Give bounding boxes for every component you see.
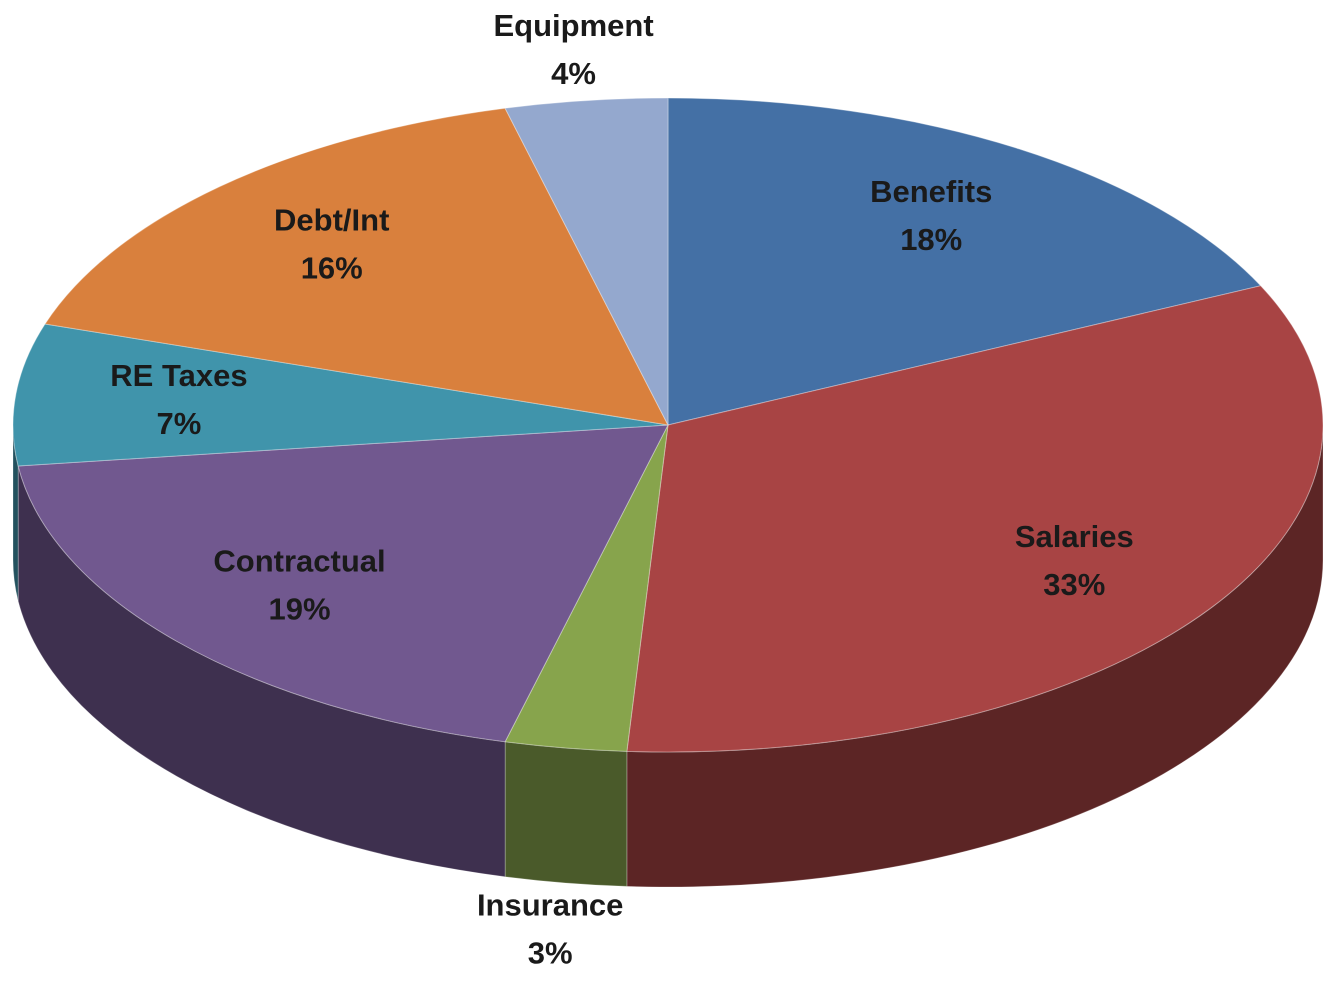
slice [44, 107, 669, 426]
slice-label: Contractual [213, 543, 385, 578]
slice-value-label: 3% [528, 936, 573, 971]
slice [504, 97, 669, 426]
slice-value-label: 7% [157, 406, 202, 441]
slice-value-label: 4% [551, 56, 596, 91]
slice-label: Salaries [1015, 519, 1134, 554]
slice [12, 323, 669, 467]
slice [504, 424, 669, 752]
slice-label: Benefits [870, 174, 992, 209]
slice [626, 285, 1323, 753]
slice-value-label: 33% [1043, 567, 1105, 602]
slice-side [504, 741, 628, 887]
slice-value-label: 19% [268, 591, 330, 626]
slice-label: Debt/Int [274, 202, 389, 237]
slice [667, 97, 1262, 426]
slice-label: Equipment [494, 8, 654, 43]
slice-side [626, 424, 1323, 888]
slice [17, 424, 669, 743]
slice-value-label: 16% [301, 250, 363, 285]
slice-label: Insurance [477, 888, 623, 923]
slice-value-label: 18% [900, 222, 962, 257]
slice-label: RE Taxes [110, 358, 247, 393]
